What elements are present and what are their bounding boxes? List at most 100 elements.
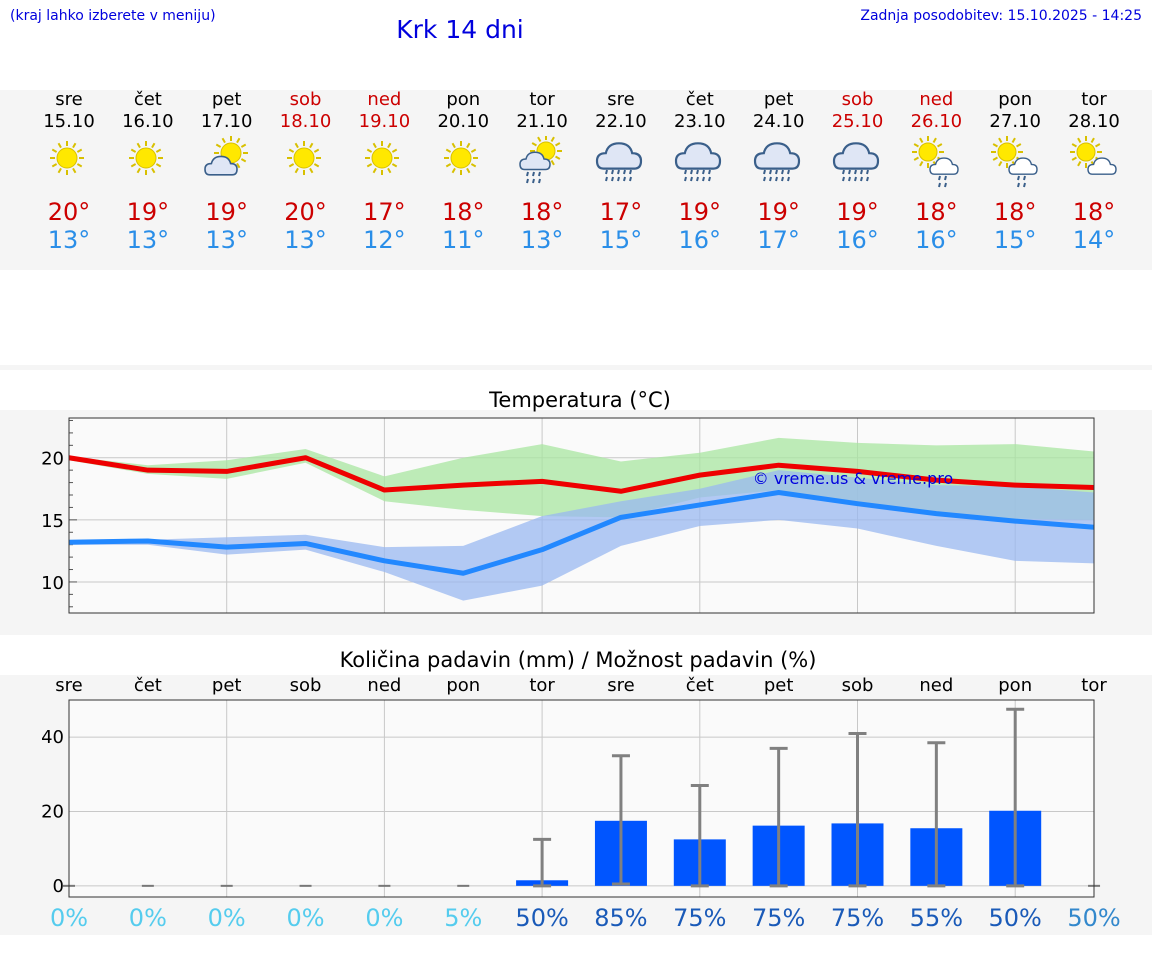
- day-column: tor 21.10: [502, 89, 582, 133]
- precip-probability: 0%: [49, 904, 89, 932]
- temp-max: 19°: [126, 198, 170, 226]
- day-date: 17.10: [200, 111, 253, 132]
- day-date: 26.10: [910, 111, 963, 132]
- temp-max: 19°: [757, 198, 800, 226]
- cloud-rain-icon: [674, 142, 721, 182]
- temp-min: 12°: [363, 226, 406, 254]
- sun-icon: [50, 141, 84, 175]
- sun-cloud-icon: [203, 136, 248, 176]
- temp-min: 16°: [836, 226, 879, 254]
- day-column: pet 17.10: [187, 89, 267, 133]
- precip-probability: 50%: [988, 904, 1042, 932]
- temp-max: 18°: [915, 198, 958, 226]
- day-name: sre: [607, 89, 635, 110]
- temp-max: 17°: [599, 198, 643, 226]
- sun-icon: [365, 141, 400, 175]
- sun-small-cloud-rain-icon: [912, 136, 960, 188]
- temp-min: 14°: [1072, 226, 1116, 254]
- temperature-chart-title: Temperatura (°C): [489, 388, 671, 412]
- temp-max: 18°: [1072, 198, 1116, 226]
- day-date: 19.10: [358, 111, 411, 132]
- divider: [0, 365, 1152, 370]
- day-date: 16.10: [122, 111, 174, 132]
- precip-day-label: čet: [685, 675, 714, 696]
- day-column: čet 23.10: [660, 89, 740, 133]
- last-update: Zadnja posodobitev: 15.10.2025 - 14:25: [860, 8, 1142, 24]
- precipitation-chart-title: Količina padavin (mm) / Možnost padavin …: [339, 648, 817, 672]
- precip-day-label: sre: [607, 675, 635, 696]
- precip-probability: 75%: [673, 904, 727, 932]
- day-date: 24.10: [752, 111, 805, 132]
- sun-icon: [128, 141, 163, 175]
- day-column: ned 26.10: [896, 89, 976, 133]
- temp-min: 16°: [915, 226, 958, 254]
- temp-max: 18°: [520, 198, 564, 226]
- sun-icon: [286, 141, 321, 175]
- forecast-strip: [0, 90, 1152, 270]
- sun-icon: [444, 141, 479, 175]
- y-tick-label: 20: [41, 449, 64, 470]
- temp-max: 19°: [678, 198, 722, 226]
- precip-probability: 0%: [128, 904, 167, 932]
- day-name: sob: [289, 89, 322, 110]
- day-name: čet: [133, 89, 162, 110]
- temp-min: 15°: [993, 226, 1037, 254]
- temp-min: 13°: [126, 226, 170, 254]
- day-name: pet: [763, 89, 794, 110]
- temp-max: 19°: [836, 198, 879, 226]
- temp-max: 18°: [993, 198, 1037, 226]
- temp-min: 13°: [205, 226, 248, 254]
- day-column: tor 28.10: [1054, 89, 1134, 133]
- day-column: čet 16.10: [108, 89, 188, 133]
- precip-probability: 0%: [207, 904, 246, 932]
- precip-probability: 75%: [751, 904, 806, 932]
- precip-probability: 0%: [365, 904, 404, 932]
- temp-min: 13°: [284, 226, 327, 254]
- precip-day-label: sob: [289, 675, 322, 696]
- day-date: 23.10: [674, 111, 726, 132]
- day-date: 20.10: [437, 111, 490, 132]
- day-column: sre 22.10: [581, 89, 661, 133]
- day-name: ned: [919, 89, 954, 110]
- day-date: 28.10: [1068, 111, 1120, 132]
- day-name: sob: [841, 89, 874, 110]
- y-tick-label: 15: [41, 511, 64, 532]
- day-date: 22.10: [595, 111, 647, 132]
- cloud-rain-icon: [753, 142, 800, 182]
- watermark: © vreme.us & vreme.pro: [753, 469, 954, 488]
- day-column: sob 18.10: [266, 89, 346, 133]
- day-date: 15.10: [43, 111, 95, 132]
- precip-day-label: pet: [763, 675, 794, 696]
- temp-max: 18°: [441, 198, 485, 226]
- day-date: 25.10: [831, 111, 884, 132]
- temp-min: 16°: [678, 226, 722, 254]
- temp-max: 20°: [284, 198, 327, 226]
- temp-max: 17°: [363, 198, 406, 226]
- precip-day-label: pet: [211, 675, 242, 696]
- precip-day-label: ned: [367, 675, 402, 696]
- precip-day-label: čet: [133, 675, 162, 696]
- sun-small-cloud-icon: [1070, 136, 1117, 175]
- precip-day-label: sob: [841, 675, 874, 696]
- precip-probability: 75%: [830, 904, 885, 932]
- precip-day-label: sre: [55, 675, 83, 696]
- day-column: pon 27.10: [975, 89, 1055, 133]
- day-name: pon: [998, 89, 1033, 110]
- day-name: tor: [1081, 89, 1107, 110]
- day-column: sob 25.10: [818, 89, 898, 133]
- precip-probability: 50%: [515, 904, 569, 932]
- precip-probability: 85%: [594, 904, 648, 932]
- day-name: ned: [367, 89, 402, 110]
- precip-day-label: pon: [998, 675, 1033, 696]
- temp-min: 11°: [441, 226, 485, 254]
- day-date: 27.10: [989, 111, 1041, 132]
- day-column: pon 20.10: [423, 89, 503, 133]
- precip-probability: 55%: [909, 904, 964, 932]
- cloud-rain-icon: [832, 142, 879, 182]
- day-name: pet: [211, 89, 242, 110]
- precipitation-chart: 0 20 40: [41, 699, 1101, 898]
- y-tick-label: 0: [53, 876, 64, 897]
- day-date: 21.10: [516, 111, 568, 132]
- day-date: 18.10: [279, 111, 332, 132]
- day-column: ned 19.10: [344, 89, 424, 133]
